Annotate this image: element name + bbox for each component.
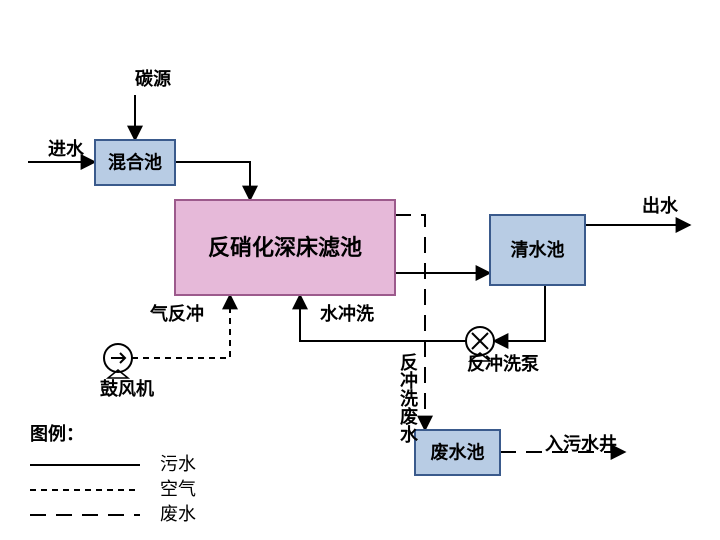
label-inflow: 进水 bbox=[48, 138, 85, 159]
label-to_sewer: 入污水井 bbox=[545, 433, 617, 454]
label-outflow: 出水 bbox=[642, 195, 679, 216]
legend-title: 图例： bbox=[30, 423, 84, 444]
edge-mix-to-filter bbox=[175, 162, 250, 200]
label-water_flush: 水冲洗 bbox=[320, 303, 374, 324]
node-label-waste: 废水池 bbox=[431, 442, 485, 463]
node-label-clear: 清水池 bbox=[511, 239, 565, 260]
edge-clear-to-pump bbox=[494, 285, 545, 341]
label-back_waste: 反冲洗废水 bbox=[400, 353, 419, 445]
flow-diagram: 混合池反硝化深床滤池 清水池废水池 碳源进水出水气反冲 水冲洗鼓风机 反冲洗泵 反冲洗废水… bbox=[0, 0, 720, 540]
label-carbon: 碳源 bbox=[135, 68, 171, 89]
legend-label-0: 污水 bbox=[160, 454, 196, 474]
legend-label-2: 废水 bbox=[160, 504, 196, 524]
legend-label-1: 空气 bbox=[160, 479, 196, 499]
label-air_back: 气反冲 bbox=[149, 303, 204, 324]
node-label-filter: 反硝化深床滤池 bbox=[208, 235, 362, 260]
label-back_pump: 反冲洗泵 bbox=[467, 353, 539, 374]
node-label-mix: 混合池 bbox=[108, 152, 162, 173]
label-blower: 鼓风机 bbox=[100, 378, 154, 399]
